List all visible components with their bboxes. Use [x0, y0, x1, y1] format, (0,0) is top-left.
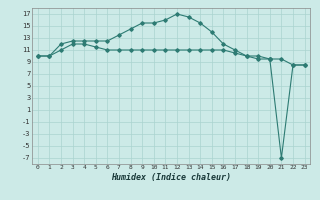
X-axis label: Humidex (Indice chaleur): Humidex (Indice chaleur): [111, 173, 231, 182]
